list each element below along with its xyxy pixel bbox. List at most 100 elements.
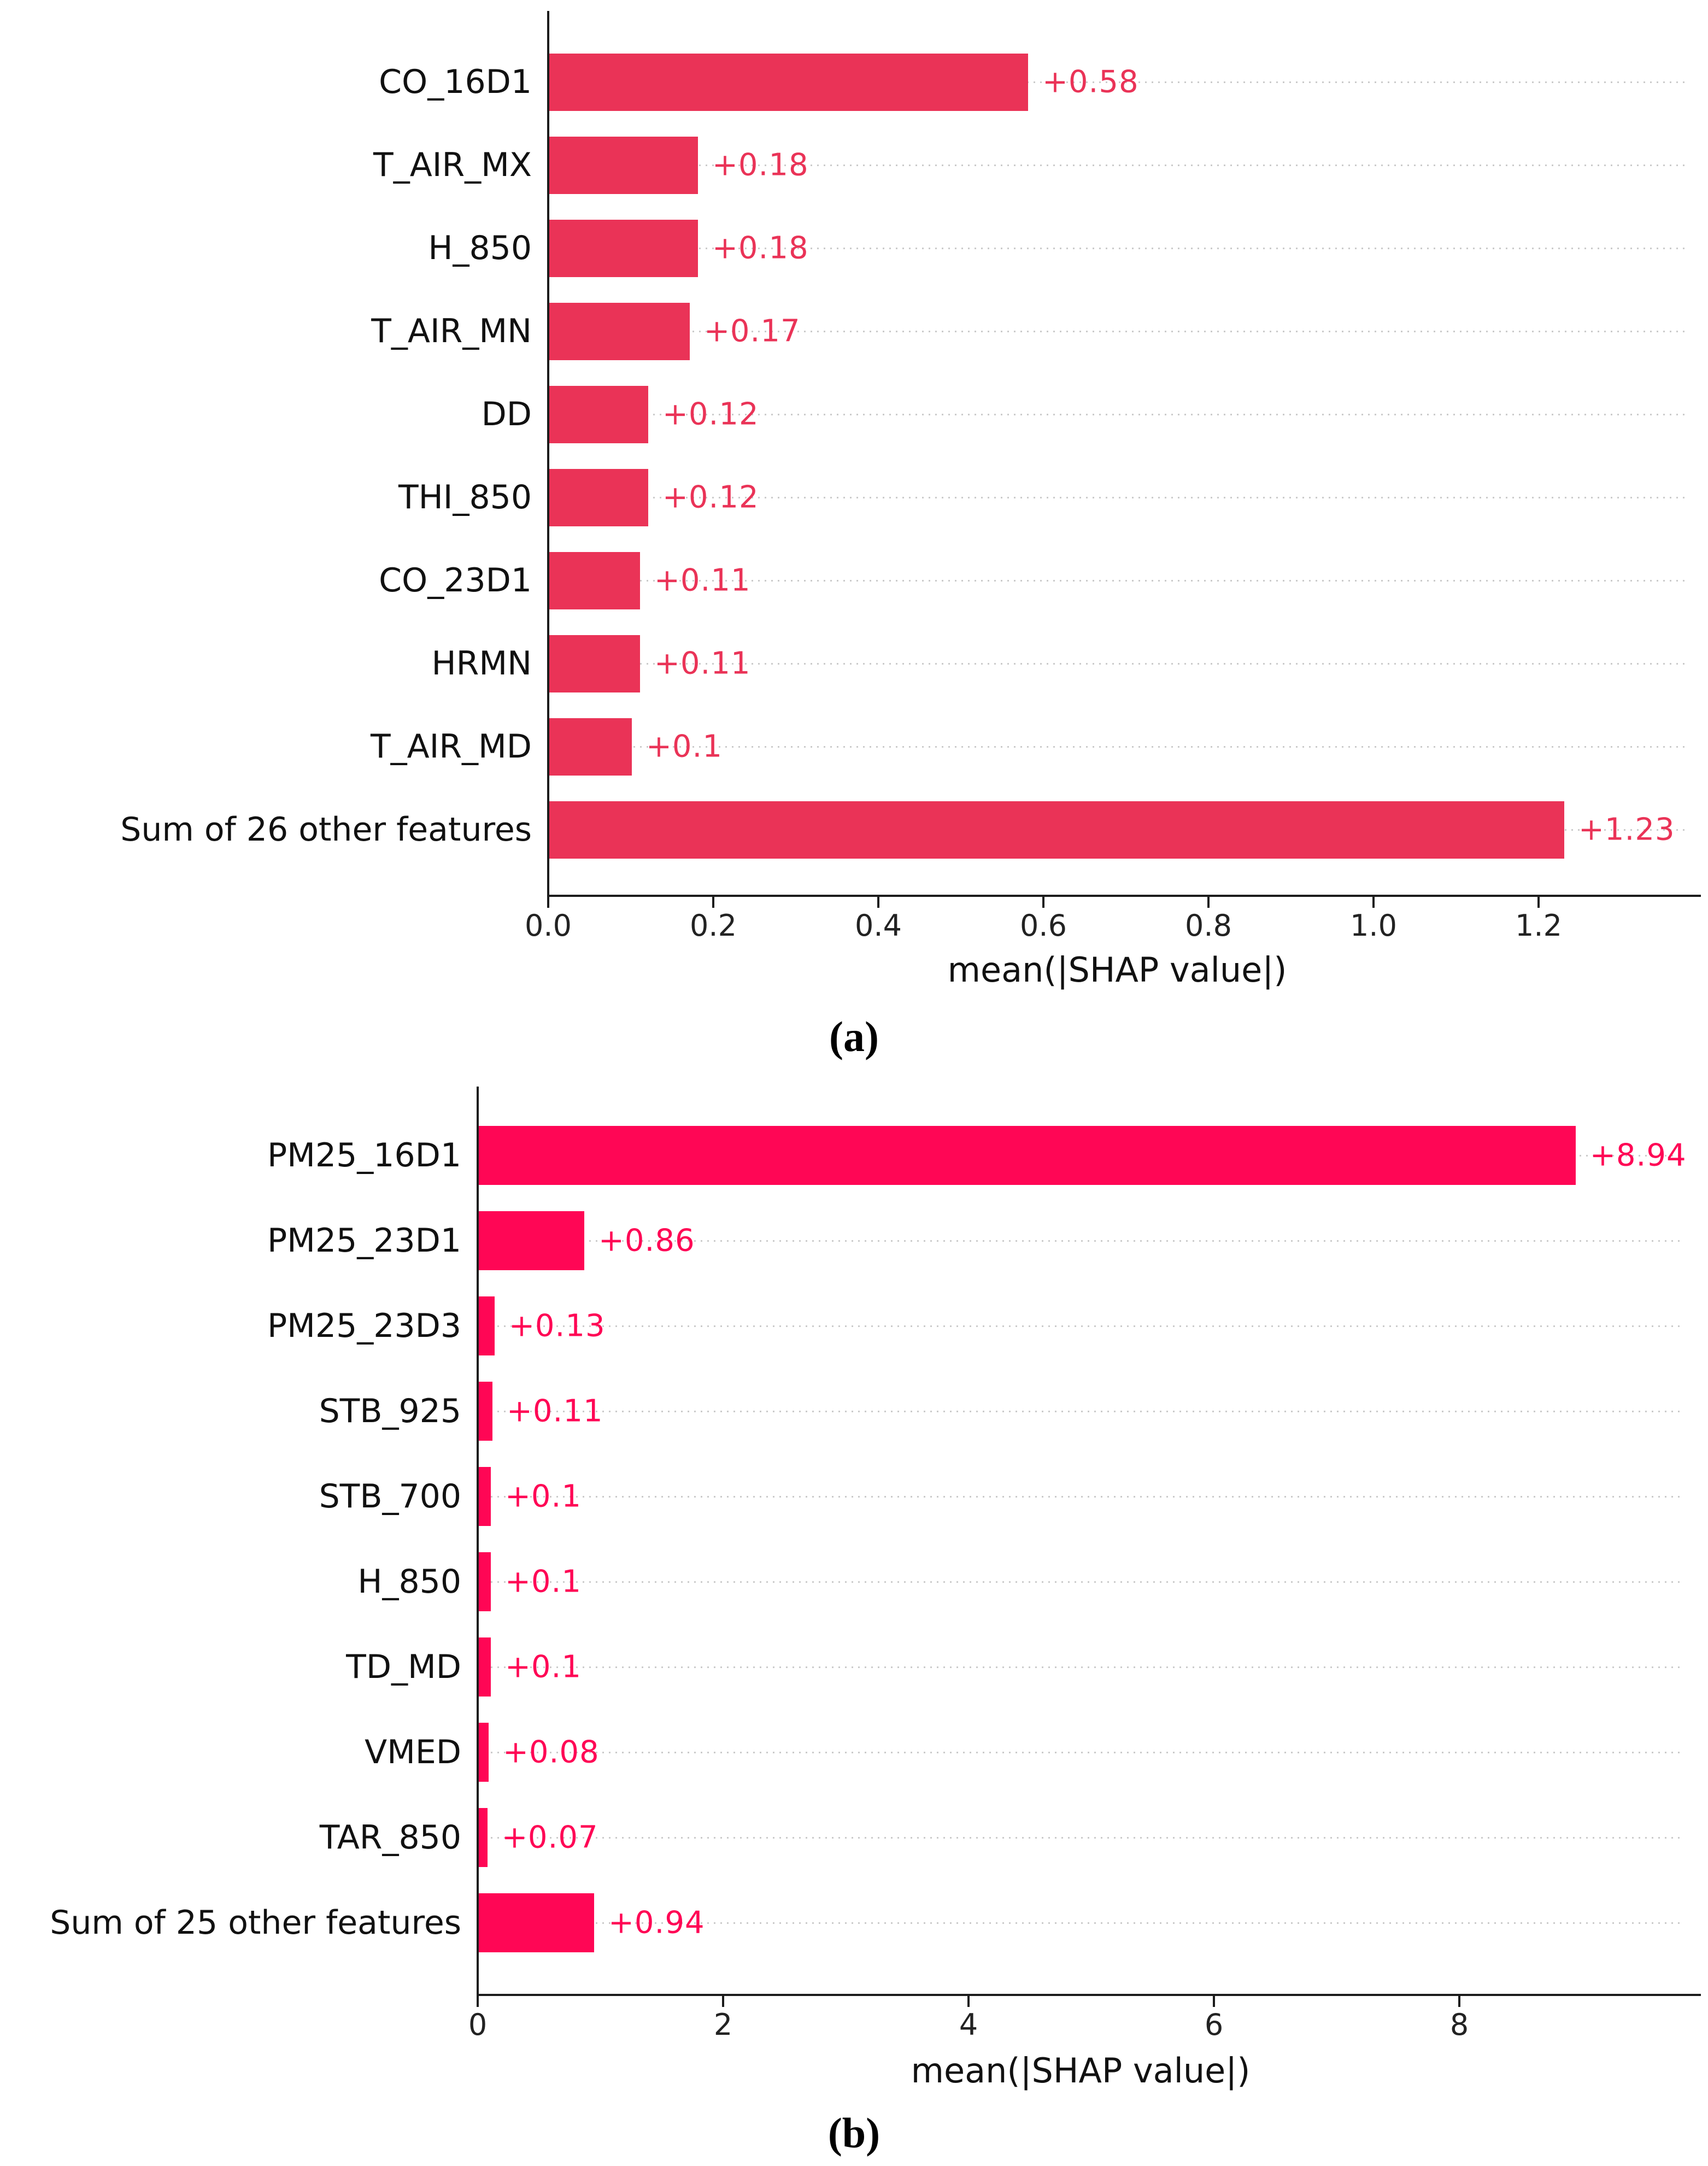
bar: [549, 551, 640, 609]
bar-value-label: +0.1: [646, 729, 723, 765]
row-gridline: [548, 746, 1686, 748]
x-tick-label: 0.2: [690, 908, 737, 943]
category-label: T_AIR_MN: [371, 312, 532, 350]
x-tick-label: 8: [1449, 2007, 1469, 2042]
row-gridline: [478, 1922, 1683, 1924]
bar: [479, 1552, 491, 1611]
bar: [549, 801, 1564, 859]
y-axis-spine: [547, 11, 549, 897]
category-label: STB_925: [319, 1392, 461, 1430]
row-gridline: [478, 1752, 1683, 1753]
row-gridline: [548, 580, 1686, 582]
bar: [549, 635, 640, 692]
bar: [479, 1723, 489, 1782]
x-tick: [1458, 1996, 1460, 2007]
bar: [479, 1382, 492, 1441]
x-axis-label-b: mean(|SHAP value|): [911, 2051, 1251, 2091]
bar-value-label: +0.58: [1042, 64, 1139, 100]
x-tick-label: 6: [1204, 2007, 1224, 2042]
bar-value-label: +0.11: [654, 562, 751, 598]
bar-value-label: +0.18: [712, 147, 809, 183]
bar-value-label: +0.07: [502, 1819, 598, 1856]
x-tick: [877, 897, 879, 908]
category-label: TAR_850: [319, 1818, 461, 1857]
x-tick-label: 1.0: [1350, 908, 1397, 943]
bar: [549, 302, 690, 360]
row-gridline: [478, 1837, 1683, 1839]
bar: [549, 718, 632, 776]
bar: [479, 1808, 488, 1867]
bar-value-label: +0.1: [505, 1478, 582, 1515]
category-label: CO_16D1: [379, 63, 532, 101]
bar-value-label: +0.1: [505, 1649, 582, 1685]
bar: [549, 219, 698, 277]
bar: [479, 1296, 495, 1355]
bar-value-label: +0.11: [654, 645, 751, 682]
y-axis-spine: [477, 1087, 479, 1996]
category-label: STB_700: [319, 1477, 461, 1516]
row-gridline: [478, 1240, 1683, 1242]
bar-value-label: +0.17: [704, 313, 801, 349]
bar: [549, 468, 648, 526]
row-gridline: [548, 331, 1686, 332]
category-label: VMED: [365, 1733, 461, 1771]
x-tick: [547, 897, 549, 908]
bar-value-label: +0.1: [505, 1564, 582, 1600]
x-tick-label: 0.0: [525, 908, 572, 943]
category-label: DD: [481, 395, 532, 433]
bar: [479, 1126, 1576, 1185]
row-gridline: [478, 1411, 1683, 1412]
row-gridline: [548, 248, 1686, 249]
bar: [549, 136, 698, 194]
x-tick: [967, 1996, 970, 2007]
row-gridline: [478, 1581, 1683, 1583]
row-gridline: [478, 1325, 1683, 1327]
bar-value-label: +0.13: [509, 1308, 606, 1344]
caption-b: (b): [827, 2109, 881, 2157]
bar-value-label: +1.23: [1578, 812, 1675, 848]
bar-value-label: +0.12: [662, 479, 759, 515]
caption-a: (a): [829, 1013, 879, 1060]
x-tick: [1537, 897, 1540, 908]
x-axis-spine: [477, 1994, 1701, 1996]
x-tick: [712, 897, 714, 908]
category-label: Sum of 26 other features: [120, 811, 532, 849]
category-label: H_850: [357, 1563, 461, 1601]
x-tick: [722, 1996, 724, 2007]
bar: [479, 1637, 491, 1697]
x-tick: [1372, 897, 1375, 908]
bar: [479, 1211, 584, 1270]
row-gridline: [548, 663, 1686, 665]
x-tick-label: 0.6: [1020, 908, 1067, 943]
bar-value-label: +0.86: [598, 1223, 695, 1259]
x-tick-label: 1.2: [1515, 908, 1562, 943]
x-tick-label: 0.4: [855, 908, 902, 943]
category-label: THI_850: [398, 478, 532, 516]
category-label: HRMN: [431, 644, 532, 683]
category-label: T_AIR_MX: [373, 146, 532, 184]
bar-value-label: +0.94: [608, 1905, 705, 1941]
bar: [549, 385, 648, 443]
bar-value-label: +8.94: [1590, 1137, 1687, 1173]
x-tick-label: 0: [468, 2007, 488, 2042]
category-label: PM25_16D1: [267, 1136, 461, 1175]
row-gridline: [548, 414, 1686, 415]
row-gridline: [548, 81, 1686, 83]
bar: [479, 1893, 594, 1952]
category-label: PM25_23D1: [267, 1222, 461, 1260]
category-label: CO_23D1: [379, 561, 532, 600]
category-label: H_850: [428, 229, 532, 267]
x-tick-label: 4: [959, 2007, 978, 2042]
row-gridline: [478, 1496, 1683, 1498]
bar-value-label: +0.08: [503, 1734, 600, 1770]
bar-value-label: +0.18: [712, 230, 809, 266]
x-tick: [1207, 897, 1210, 908]
bar: [549, 53, 1028, 111]
category-label: TD_MD: [346, 1648, 461, 1686]
x-tick: [477, 1996, 479, 2007]
bar-value-label: +0.11: [507, 1393, 603, 1429]
row-gridline: [548, 497, 1686, 498]
category-label: T_AIR_MD: [370, 727, 532, 766]
x-axis-label-a: mean(|SHAP value|): [947, 950, 1287, 990]
x-tick: [1213, 1996, 1215, 2007]
